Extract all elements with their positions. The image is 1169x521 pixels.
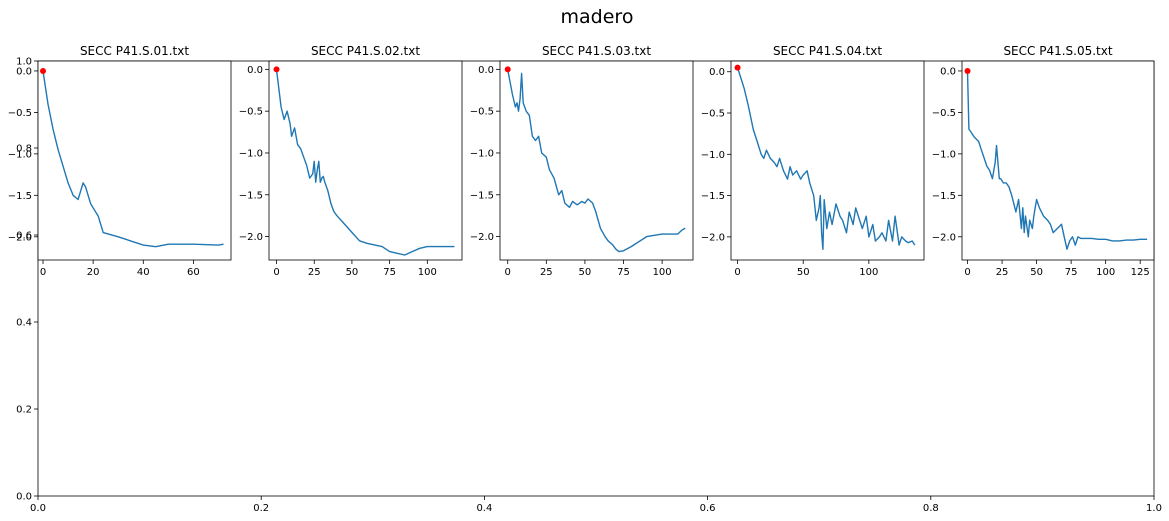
subplot-title: SECC P41.S.05.txt [1003, 44, 1112, 58]
y-tick-label: −0.5 [932, 108, 956, 119]
x-tick-label: 75 [383, 267, 396, 278]
x-tick-label: 20 [87, 267, 100, 278]
y-tick-label: −1.0 [239, 148, 263, 159]
x-tick-label: 100 [1096, 267, 1115, 278]
y-tick-label: −0.5 [239, 107, 263, 118]
axes-frame [37, 60, 232, 261]
x-tick-label: 0.8 [923, 503, 939, 514]
subplot-5: 0 25 50 75 100 125 0.0 −0.5 −1.0 −1.5 −2.0 SECC P41… [932, 44, 1155, 278]
y-tick-label: 0.4 [16, 318, 32, 329]
y-tick-label: 0.0 [247, 65, 263, 76]
y-tick-label: 0.0 [16, 492, 32, 503]
x-tick-label: 0.2 [253, 503, 269, 514]
x-tick-label: 1.0 [1146, 503, 1162, 514]
y-tick-label: −2.0 [932, 232, 956, 243]
subplot-4: 0 50 100 0.0 −0.5 −1.0 −1.5 −2.0 SECC P41.S.04.t… [701, 44, 925, 278]
y-tick-label: 1.0 [16, 57, 32, 68]
y-tick-label: −0.5 [470, 107, 494, 118]
subplot-panels: 0 20 40 60 0.0 −0.5 −1.0 −1.5 −2.0 SECC P41.S.01.… [8, 44, 1155, 278]
start-point-marker [964, 67, 971, 74]
x-tick-label: 50 [579, 267, 592, 278]
x-tick-label: 50 [346, 267, 359, 278]
start-point-marker [273, 66, 280, 73]
series-line [507, 69, 686, 253]
y-tick-label: 0.0 [940, 66, 956, 77]
plot-area [269, 61, 462, 260]
plot-area [962, 61, 1154, 260]
y-tick-label: 0.0 [709, 67, 725, 78]
subplot-3: 0 25 50 75 100 0.0 −0.5 −1.0 −1.5 −2.0 SECC P41.S.… [470, 44, 694, 278]
y-tick-label: −2.0 [701, 232, 725, 243]
x-tick-label: 25 [996, 267, 1009, 278]
x-tick-label: 0 [964, 267, 970, 278]
x-tick-label: 60 [187, 267, 200, 278]
x-tick-label: 125 [1131, 267, 1150, 278]
x-tick-label: 40 [137, 267, 150, 278]
plot-area [38, 61, 231, 260]
start-point-marker [40, 67, 47, 74]
x-tick-label: 100 [653, 267, 672, 278]
axes-frame [268, 60, 463, 261]
y-tick-label: −2.0 [8, 232, 32, 243]
y-tick-label: 0.0 [16, 66, 32, 77]
subplot-title: SECC P41.S.03.txt [542, 44, 651, 58]
x-tick-label: 50 [1030, 267, 1043, 278]
plot-area [500, 61, 693, 260]
series-line [736, 67, 916, 251]
series-line [42, 70, 224, 248]
x-tick-label: 0 [734, 267, 740, 278]
y-tick-label: −1.5 [8, 191, 32, 202]
y-tick-label: −1.5 [239, 190, 263, 201]
y-tick-label: −0.5 [701, 109, 725, 120]
subplot-title: SECC P41.S.04.txt [773, 44, 882, 58]
y-tick-label: −1.5 [701, 191, 725, 202]
x-tick-label: 0 [505, 267, 511, 278]
x-tick-label: 0.0 [30, 503, 46, 514]
x-tick-label: 25 [308, 267, 321, 278]
y-tick-label: 0.8 [16, 144, 32, 155]
subplot-2: 0 25 50 75 100 0.0 −0.5 −1.0 −1.5 −2.0 SECC P41.S.… [239, 44, 463, 278]
axes-frame [499, 60, 694, 261]
y-tick-label: 0.0 [478, 65, 494, 76]
x-tick-label: 75 [1065, 267, 1078, 278]
x-tick-label: 100 [859, 267, 878, 278]
x-tick-label: 0.4 [476, 503, 492, 514]
x-tick-label: 100 [418, 267, 437, 278]
y-tick-label: −1.0 [470, 148, 494, 159]
y-tick-label: −1.0 [701, 150, 725, 161]
subplot-title: SECC P41.S.01.txt [80, 44, 189, 58]
axes-frame [730, 60, 925, 261]
y-tick-label: −1.5 [470, 190, 494, 201]
axes-frame [961, 60, 1155, 261]
x-tick-label: 25 [540, 267, 553, 278]
plot-area [731, 61, 924, 260]
y-tick-label: 0.6 [16, 231, 32, 242]
x-tick-label: 75 [617, 267, 630, 278]
subplot-title: SECC P41.S.02.txt [311, 44, 420, 58]
y-tick-label: −1.5 [932, 191, 956, 202]
y-tick-label: 0.2 [16, 405, 32, 416]
x-tick-label: 0 [40, 267, 46, 278]
y-tick-label: −1.0 [8, 149, 32, 160]
start-point-marker [734, 64, 741, 71]
subplot-1: 0 20 40 60 0.0 −0.5 −1.0 −1.5 −2.0 SECC P41.S.01.… [8, 44, 232, 278]
y-tick-label: −1.0 [932, 149, 956, 160]
y-tick-label: −2.0 [239, 232, 263, 243]
y-tick-label: −2.0 [470, 232, 494, 243]
x-tick-label: 50 [797, 267, 810, 278]
series-line [966, 70, 1148, 250]
start-point-marker [504, 66, 511, 73]
x-tick-label: 0 [273, 267, 279, 278]
x-tick-label: 0.6 [700, 503, 716, 514]
y-tick-label: −0.5 [8, 108, 32, 119]
figure-title: madero [561, 6, 634, 28]
series-line [275, 69, 455, 256]
